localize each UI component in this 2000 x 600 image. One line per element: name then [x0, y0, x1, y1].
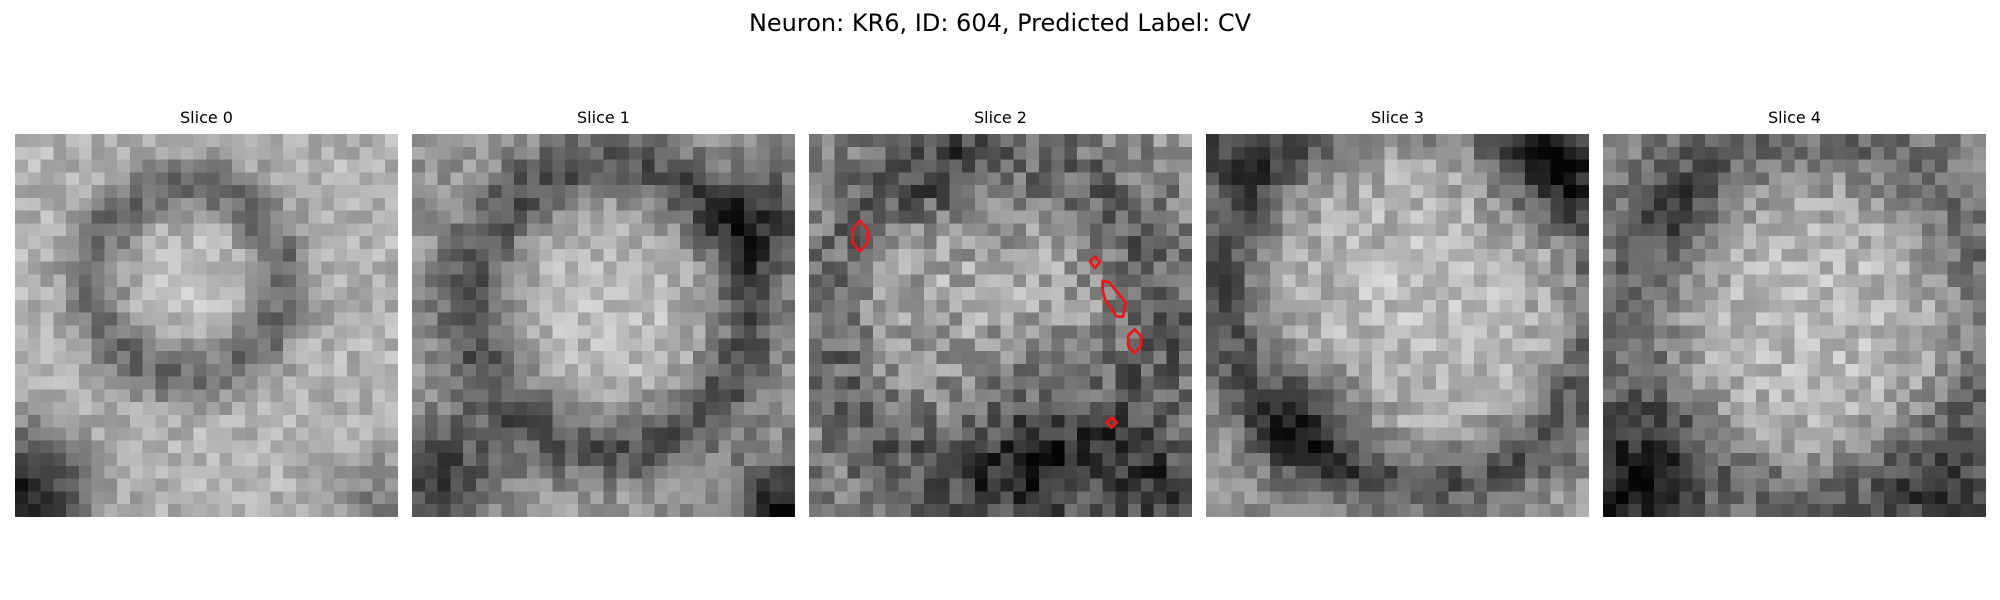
slice-panel-0: Slice 0	[15, 108, 398, 517]
slice-panel-4: Slice 4	[1603, 108, 1986, 517]
slice-panel-2: Slice 2	[809, 108, 1192, 517]
slice-image-2	[809, 134, 1192, 517]
slice-image-0	[15, 134, 398, 517]
slice-title-0: Slice 0	[180, 108, 233, 127]
slice-title-1: Slice 1	[577, 108, 630, 127]
roi-contour-roi-4	[1126, 327, 1143, 355]
roi-contour-roi-5	[1105, 416, 1119, 430]
slice-image-4	[1603, 134, 1986, 517]
slice-panel-3: Slice 3	[1206, 108, 1589, 517]
slice-title-2: Slice 2	[974, 108, 1027, 127]
slice-panel-1: Slice 1	[412, 108, 795, 517]
slice-title-3: Slice 3	[1371, 108, 1424, 127]
slice-title-4: Slice 4	[1768, 108, 1821, 127]
roi-contour-roi-1	[851, 219, 870, 253]
roi-contour-roi-3	[1101, 279, 1128, 318]
slice-image-1	[412, 134, 795, 517]
roi-contour-roi-2	[1088, 255, 1102, 270]
figure-title: Neuron: KR6, ID: 604, Predicted Label: C…	[748, 9, 1252, 37]
slice-image-3	[1206, 134, 1589, 517]
